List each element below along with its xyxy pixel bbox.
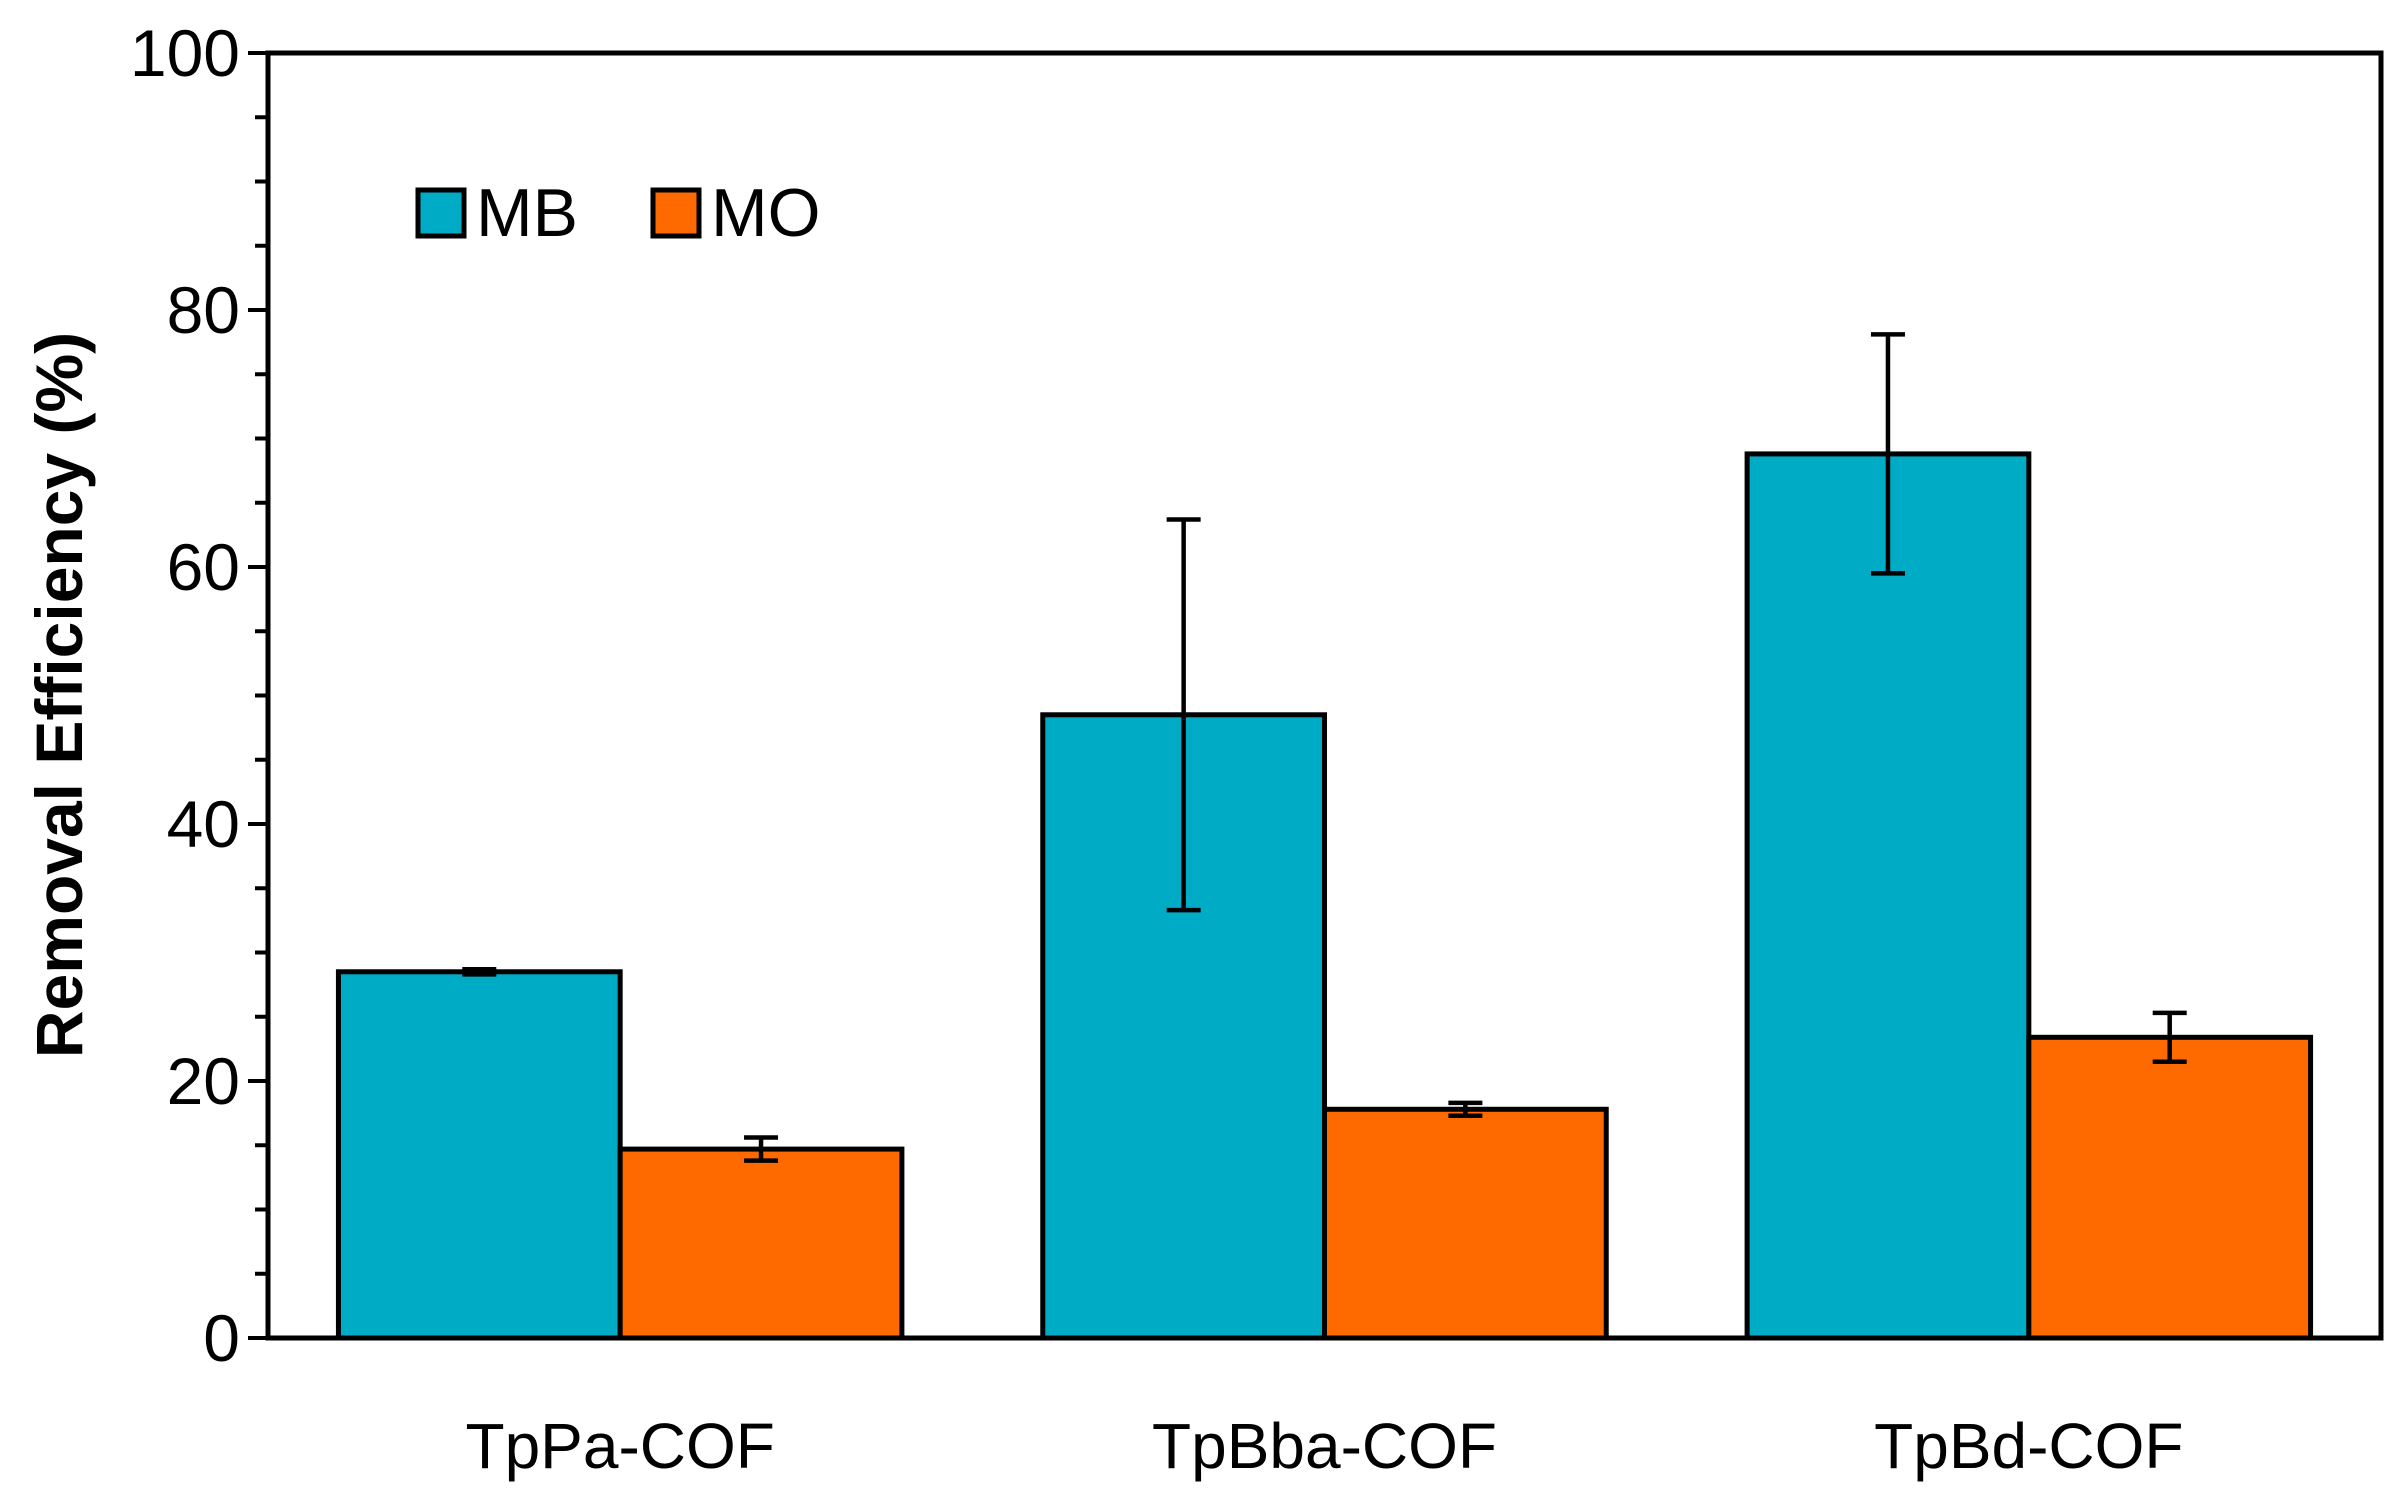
legend: MB MO xyxy=(418,175,821,251)
bars-layer xyxy=(338,454,2310,1338)
bar-mo-tpbd-cof xyxy=(2029,1037,2311,1338)
y-tick-label-20: 20 xyxy=(167,1044,240,1118)
legend-swatch-mb xyxy=(418,190,464,236)
y-axis-ticks xyxy=(248,53,268,1338)
chart-figure: 0 20 40 60 80 100 TpPa-COF TpBba-COF TpBd-COF R… xyxy=(0,0,2391,1494)
y-tick-label-40: 40 xyxy=(167,787,240,861)
x-axis-tick-labels: TpPa-COF TpBba-COF TpBd-COF xyxy=(465,1410,2183,1482)
legend-item-mo: MO xyxy=(653,175,821,251)
y-tick-label-100: 100 xyxy=(130,16,240,90)
bar-mo-tpbba-cof xyxy=(1325,1109,1607,1338)
legend-item-mb: MB xyxy=(418,175,578,251)
legend-label-mo: MO xyxy=(711,175,821,251)
y-axis-label: Removal Efficiency (%) xyxy=(22,332,96,1058)
y-tick-label-80: 80 xyxy=(167,273,240,347)
bar-mb-tppa-cof xyxy=(338,972,620,1338)
x-tick-label-tpbd-cof: TpBd-COF xyxy=(1874,1410,2183,1482)
y-tick-label-0: 0 xyxy=(203,1301,240,1375)
legend-swatch-mo xyxy=(653,190,699,236)
y-axis-tick-labels: 0 20 40 60 80 100 xyxy=(130,16,240,1375)
y-tick-label-60: 60 xyxy=(167,530,240,604)
legend-label-mb: MB xyxy=(476,175,578,251)
bar-chart: 0 20 40 60 80 100 TpPa-COF TpBba-COF TpBd-COF R… xyxy=(0,0,2391,1494)
bar-mb-tpbd-cof xyxy=(1747,454,2029,1338)
x-tick-label-tppa-cof: TpPa-COF xyxy=(465,1410,774,1482)
bar-mo-tppa-cof xyxy=(620,1149,902,1338)
x-tick-label-tpbba-cof: TpBba-COF xyxy=(1152,1410,1497,1482)
